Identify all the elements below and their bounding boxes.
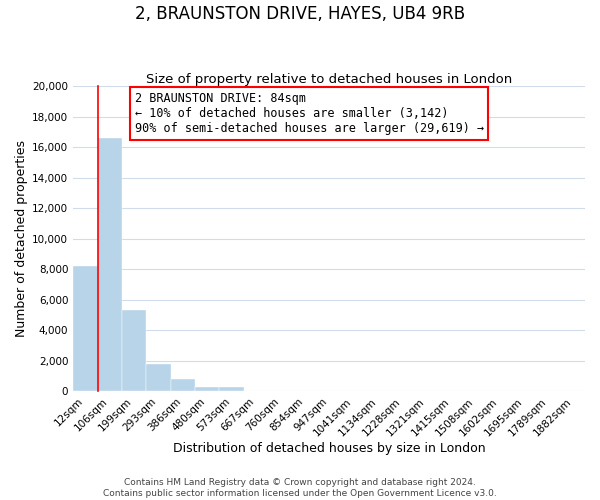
Text: 2 BRAUNSTON DRIVE: 84sqm
← 10% of detached houses are smaller (3,142)
90% of sem: 2 BRAUNSTON DRIVE: 84sqm ← 10% of detach…	[134, 92, 484, 135]
Text: 2, BRAUNSTON DRIVE, HAYES, UB4 9RB: 2, BRAUNSTON DRIVE, HAYES, UB4 9RB	[135, 5, 465, 23]
Title: Size of property relative to detached houses in London: Size of property relative to detached ho…	[146, 73, 512, 86]
Bar	[98, 138, 122, 392]
Bar	[146, 364, 170, 392]
Bar	[73, 266, 98, 392]
X-axis label: Distribution of detached houses by size in London: Distribution of detached houses by size …	[173, 442, 485, 455]
Text: Contains HM Land Registry data © Crown copyright and database right 2024.
Contai: Contains HM Land Registry data © Crown c…	[103, 478, 497, 498]
Bar	[170, 379, 195, 392]
Bar	[195, 387, 220, 392]
Y-axis label: Number of detached properties: Number of detached properties	[15, 140, 28, 337]
Bar	[122, 310, 146, 392]
Bar	[220, 387, 244, 392]
